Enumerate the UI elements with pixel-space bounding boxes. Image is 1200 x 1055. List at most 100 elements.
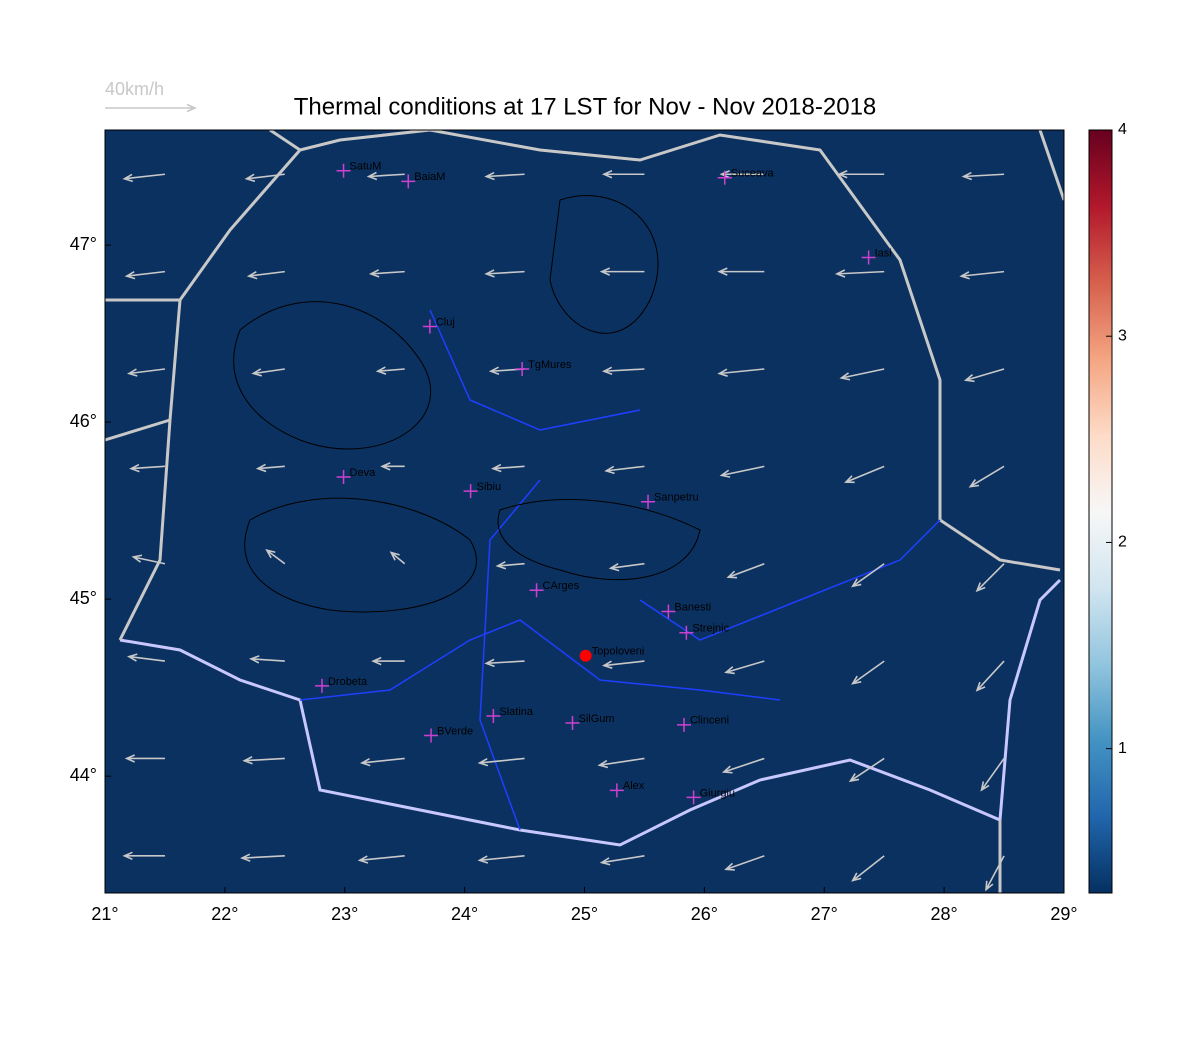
wind-arrow [719, 465, 765, 478]
wind-arrow [255, 463, 285, 473]
wind-arrow [608, 562, 645, 572]
x-tick-label: 22° [211, 904, 238, 924]
station-label: Drobeta [328, 676, 368, 688]
wind-arrow [601, 660, 645, 669]
plot-area [105, 130, 1064, 893]
border [105, 130, 1064, 893]
wind-arrow [484, 269, 525, 278]
x-tick-label: 27° [811, 904, 838, 924]
wind-arrow [599, 267, 645, 276]
x-tick-label: 24° [451, 904, 478, 924]
wind-arrow [366, 171, 405, 181]
station-label: Cluj [436, 316, 455, 328]
station-label: Alex [623, 780, 645, 792]
wind-arrow [839, 368, 885, 381]
station-label: CArges [543, 580, 580, 592]
wind-arrow [844, 465, 885, 484]
contour [233, 195, 701, 613]
wind-arrow [131, 554, 166, 565]
station-marker [463, 484, 478, 499]
wind-arrow [380, 462, 405, 471]
wind-arrow [601, 170, 645, 179]
wind-arrow [848, 757, 885, 783]
station-marker [861, 250, 876, 265]
wind-arrow [122, 851, 165, 861]
wind-arrow [477, 757, 525, 767]
wind-arrow [717, 267, 765, 276]
station-marker [565, 716, 580, 731]
wind-arrow [721, 757, 765, 774]
station-marker [401, 174, 416, 189]
station-label: Giurgiu [700, 787, 735, 799]
border [178, 130, 1061, 572]
wind-arrow [368, 269, 405, 278]
wind-arrow [124, 754, 165, 763]
wind-arrow [375, 366, 405, 375]
wind-arrow [124, 270, 166, 280]
wind-arrow [249, 655, 285, 664]
title: Thermal conditions at 17 LST for Nov - N… [294, 93, 877, 120]
wind-arrow [122, 173, 166, 183]
station-marker [676, 717, 691, 732]
wind-arrow [242, 756, 285, 765]
wind-arrow [851, 563, 885, 588]
colorbar-tick-label: 4 [1118, 121, 1127, 138]
colorbar [1088, 129, 1113, 894]
wind-arrow [240, 853, 285, 862]
x-tick-label: 25° [571, 904, 598, 924]
wind-arrow [851, 855, 885, 882]
wind-arrow [726, 562, 765, 579]
y-tick-label: 47° [70, 234, 97, 254]
station-label: Sanpetru [654, 492, 699, 504]
station-marker [609, 783, 624, 798]
wind-arrow [601, 366, 645, 376]
station-label: TgMures [528, 359, 572, 371]
wind-arrow [491, 463, 525, 473]
station-marker [579, 649, 592, 662]
wind-arrow [975, 563, 1005, 593]
wind-arrow [604, 465, 645, 475]
wind-arrow [963, 368, 1005, 383]
station-marker [486, 708, 501, 723]
border [118, 299, 182, 641]
wind-arrow [477, 855, 525, 864]
station-marker [641, 494, 656, 509]
wind-arrow [265, 549, 286, 565]
wind-arrow [244, 173, 285, 183]
wind-arrow [968, 465, 1005, 488]
station-marker [424, 728, 439, 743]
x-tick-label: 28° [931, 904, 958, 924]
wind-arrow [961, 171, 1005, 181]
wind-arrow [129, 463, 165, 473]
station-marker [679, 625, 694, 640]
wind-arrow [724, 855, 765, 871]
station-label: BaiaM [414, 171, 445, 183]
wind-arrow [985, 855, 1005, 892]
geography [105, 130, 1064, 893]
scale-arrow [105, 103, 197, 113]
wind-arrow [851, 660, 885, 685]
station-label: Clinceni [690, 715, 729, 727]
wind-arrow [719, 170, 765, 179]
station-marker [717, 170, 732, 185]
wind-arrow [724, 660, 765, 675]
station-marker [314, 678, 329, 693]
station-label: Strejnic [692, 623, 729, 635]
wind-arrow [834, 269, 885, 278]
wind-arrow [251, 368, 285, 377]
scale-label: 40km/h [105, 79, 164, 99]
wind-arrow [484, 658, 525, 668]
wind-arrow [126, 653, 166, 662]
wind-arrow [484, 171, 525, 181]
station-marker [336, 469, 351, 484]
station-marker [422, 319, 437, 334]
river [299, 309, 941, 831]
station-marker [529, 583, 544, 598]
y-tick-label: 46° [70, 411, 97, 431]
station-label: Sibiu [477, 481, 501, 493]
wind-arrow [975, 660, 1005, 692]
danube-border [119, 578, 1062, 847]
station-label: BVerde [437, 725, 473, 737]
x-tick-label: 23° [331, 904, 358, 924]
